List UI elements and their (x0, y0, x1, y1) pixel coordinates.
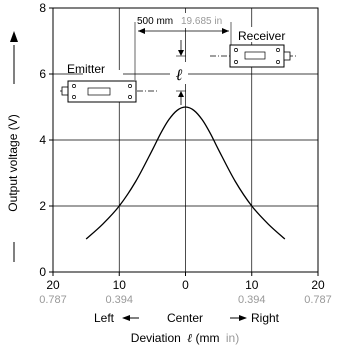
x-axis-title-symbol: ℓ (187, 331, 192, 345)
distance-in: 19.685 in (181, 16, 222, 27)
y-axis-title-group: Output voltage (V) (6, 31, 22, 262)
x-axis-title-text: Deviation ℓ (mm in) (131, 331, 239, 345)
y-tick-label: 8 (39, 1, 46, 15)
direction-center: Center (167, 311, 203, 325)
deviation-arrow-top-icon (178, 50, 184, 56)
y-tick-label: 2 (39, 199, 46, 213)
direction-indicator: Left Center Right (94, 311, 280, 325)
receiver-icon (210, 44, 298, 68)
x-tick-labels: 20 0.787 10 0.394 0 10 0.394 20 0.787 (39, 272, 332, 306)
deviation-symbol: ℓ (176, 65, 183, 84)
deviation-arrow-bottom-icon (178, 91, 184, 97)
setup-diagram: 500 mm 19.685 in Emitter Receiver (60, 13, 303, 105)
x-tick-label-mm: 20 (46, 278, 60, 292)
y-tick-label: 6 (39, 67, 46, 81)
right-arrow-icon (239, 315, 247, 321)
x-tick-label-mm: 0 (182, 278, 189, 292)
y-tick-label: 0 (39, 265, 46, 279)
x-axis-title-prefix: Deviation (131, 331, 181, 345)
x-tick-label-mm: 10 (245, 278, 259, 292)
x-tick-label-in: 0.394 (238, 294, 266, 306)
distance-arrow-right-icon (222, 28, 229, 34)
x-axis-title: Deviation ℓ (mm in) (131, 331, 239, 345)
direction-right: Right (251, 311, 280, 325)
x-tick-label-mm: 20 (311, 278, 325, 292)
distance-mm: 500 mm (137, 16, 173, 27)
output-voltage-curve (85, 106, 286, 240)
y-tick-labels: 0 2 4 6 8 (39, 1, 53, 279)
distance-arrow-left-icon (138, 28, 145, 34)
direction-left: Left (94, 311, 115, 325)
receiver-label: Receiver (238, 29, 285, 43)
emitter-icon (60, 80, 158, 103)
y-tick-label: 4 (39, 133, 46, 147)
y-axis-title: Output voltage (V) (6, 114, 20, 211)
x-axis-title-units-mm: (mm (196, 331, 220, 345)
x-tick-label-in: 0.787 (39, 294, 67, 306)
x-tick-label-in: 0.787 (304, 294, 332, 306)
x-tick-label-mm: 10 (113, 278, 127, 292)
x-tick-label-in: 0.394 (105, 294, 133, 306)
y-axis-arrow-icon (10, 31, 18, 42)
emitter-label: Emitter (67, 62, 105, 76)
left-arrow-icon (122, 315, 130, 321)
x-axis-title-units-in: in) (226, 331, 239, 345)
